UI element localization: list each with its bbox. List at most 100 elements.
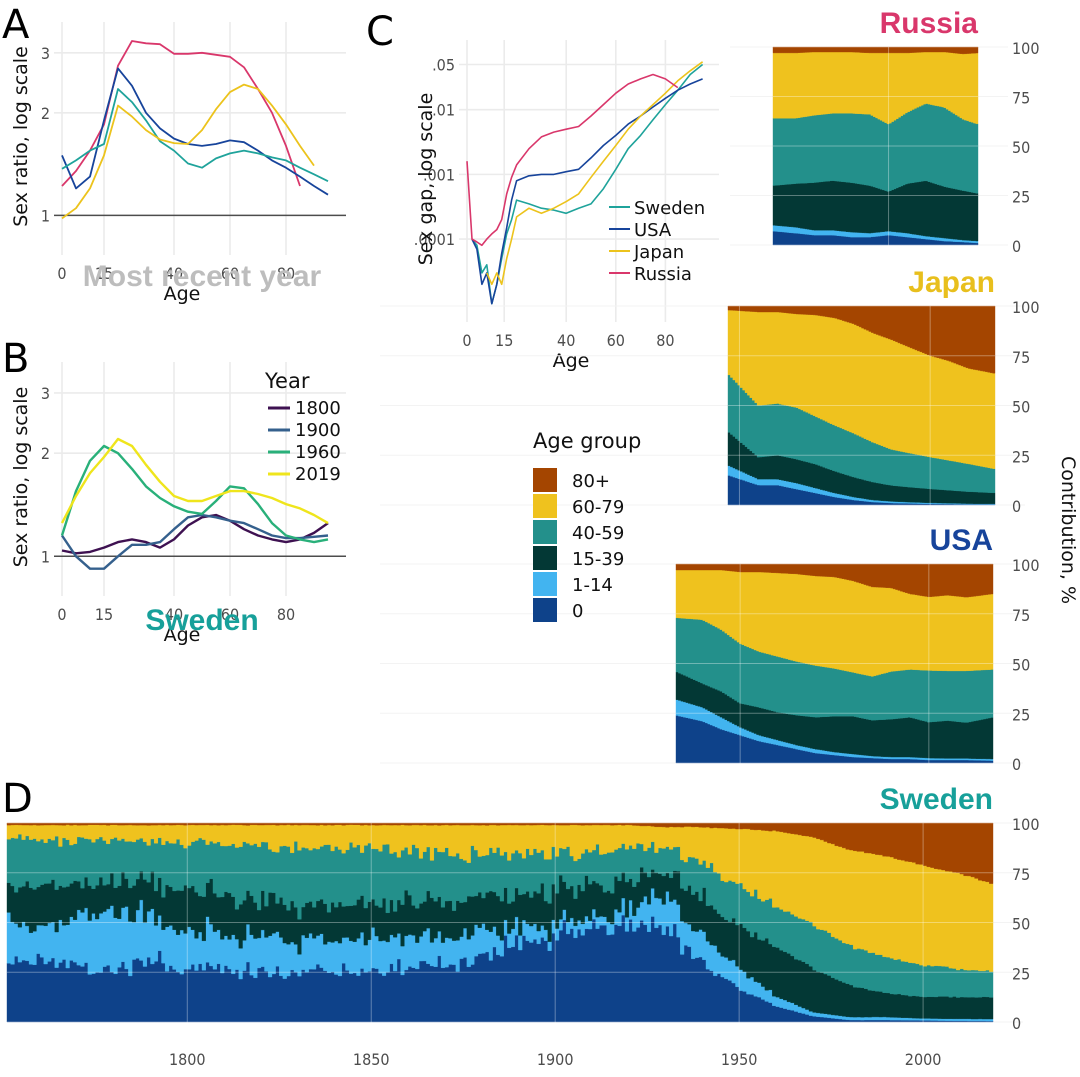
series-line-japan	[486, 61, 704, 286]
age-group-legend-swatch	[533, 598, 557, 622]
country-legend-label: Japan	[633, 242, 684, 263]
x-tick-label: 1850	[353, 1050, 390, 1069]
series-line-usa	[61, 67, 329, 196]
area-chart-title: Russia	[880, 7, 979, 40]
x-tick-label: 1950	[721, 1050, 758, 1069]
age-group-legend-title: Age group	[533, 429, 641, 453]
x-tick-label: 40	[557, 331, 575, 350]
age-group-legend-label: 0	[572, 601, 583, 622]
area-chart-title: Japan	[908, 266, 995, 299]
x-tick-label: 80	[656, 331, 674, 350]
area-chart-title: USA	[930, 524, 993, 557]
y-tick-label: 0	[1012, 237, 1021, 256]
y-tick-label: 75	[1012, 348, 1030, 367]
y-tick-label: 0	[1012, 755, 1021, 774]
series-line-japan	[61, 83, 315, 220]
y-tick-label: .001	[423, 165, 455, 184]
x-tick-label: 80	[277, 264, 295, 283]
year-legend-label: 1960	[295, 442, 341, 463]
age-group-legend-swatch	[533, 468, 557, 492]
contribution-axis-label: Contribution, %	[1057, 456, 1079, 604]
panel-b-chart: 0 15 40 60 80 1 2 3 Age Sex ratio, log scale Swede…	[10, 362, 346, 646]
year-legend-label: 1800	[295, 398, 341, 419]
age-group-legend-label: 40-59	[572, 523, 624, 544]
y-tick-label: 0	[1012, 1014, 1021, 1033]
area-band-age-80plus	[6, 822, 994, 884]
y-tick-label: 2	[41, 104, 50, 123]
age-group-legend-swatch	[533, 494, 557, 518]
y-tick-label: 1	[41, 547, 50, 566]
y-tick-label: 100	[1012, 556, 1039, 575]
x-tick-label: 60	[607, 331, 625, 350]
y-tick-label: 100	[1012, 298, 1039, 317]
y-tick-label: 75	[1012, 865, 1030, 884]
y-tick-label: 100	[1012, 815, 1039, 834]
country-legend-label: Sweden	[634, 198, 705, 219]
series-line-1800	[61, 513, 329, 555]
age-group-legend-label: 80+	[572, 471, 610, 492]
y-tick-label: 50	[1012, 915, 1030, 934]
x-tick-label: 40	[165, 605, 183, 624]
x-tick-label: 0	[57, 605, 66, 624]
y-tick-label: 3	[41, 384, 50, 403]
series-line-1900	[61, 513, 329, 570]
x-axis-label: Age	[164, 283, 201, 305]
y-tick-label: 75	[1012, 89, 1030, 108]
age-group-legend-swatch	[533, 546, 557, 570]
y-tick-label: 25	[1012, 964, 1030, 983]
usa-area-chart: 0 25 50 75 100 USA	[380, 524, 1039, 783]
area-band-age-80plus	[675, 563, 994, 598]
y-tick-label: 75	[1012, 606, 1030, 625]
series-line-2019	[60, 437, 329, 525]
year-legend-title: Year	[264, 369, 310, 393]
y-axis-label: Sex ratio, log scale	[10, 387, 32, 568]
age-group-legend-label: 15-39	[572, 549, 624, 570]
x-tick-label: 1800	[169, 1050, 206, 1069]
russia-area-chart: 0 25 50 75 100 Russia	[730, 7, 1039, 265]
area-band-age-80plus	[772, 46, 979, 55]
y-tick-label: 100	[1012, 39, 1039, 58]
x-axis-label: Age	[553, 350, 590, 372]
y-axis-label: Sex ratio, log scale	[10, 46, 32, 227]
x-tick-label: 15	[95, 264, 113, 283]
panel-label-b: B	[2, 336, 29, 382]
x-tick-label: 15	[495, 331, 513, 350]
x-tick-label: 80	[277, 605, 295, 624]
x-tick-label: 15	[95, 605, 113, 624]
x-tick-label: 0	[462, 331, 471, 350]
panel-label-d: D	[2, 776, 33, 822]
panel-a-title: Most recent year	[83, 260, 322, 293]
x-tick-label: 60	[221, 264, 239, 283]
area-band-age-80plus	[727, 305, 996, 374]
y-tick-label: 3	[41, 44, 50, 63]
x-tick-label: 40	[165, 264, 183, 283]
panel-b-title: Sweden	[145, 604, 258, 637]
series-line-sweden	[61, 88, 329, 183]
japan-area-chart: 0 25 50 75 100 Japan	[380, 266, 1039, 525]
y-tick-label: 50	[1012, 138, 1030, 157]
panel-label-c: C	[366, 9, 394, 55]
series-line-usa	[471, 78, 703, 305]
y-tick-label: .0001	[414, 230, 455, 249]
age-group-legend-label: 60-79	[572, 497, 624, 518]
y-tick-label: 50	[1012, 398, 1030, 417]
x-tick-label: 1900	[537, 1050, 574, 1069]
x-tick-label: 2000	[905, 1050, 942, 1069]
series-line-russia	[466, 73, 679, 247]
y-tick-label: 25	[1012, 447, 1030, 466]
age-group-legend-swatch	[533, 520, 557, 544]
y-tick-label: 25	[1012, 188, 1030, 207]
area-chart-title: Sweden	[880, 783, 993, 816]
panel-a-chart: 0 15 40 60 80 1 2 3 Age Sex ratio, log scale Most …	[10, 22, 346, 305]
age-group-legend-swatch	[533, 572, 557, 596]
y-tick-label: 1	[41, 206, 50, 225]
x-axis-label: Age	[164, 624, 201, 646]
x-tick-label: 0	[57, 264, 66, 283]
country-legend-label: USA	[634, 220, 672, 241]
age-group-legend-label: 1-14	[572, 575, 613, 596]
panel-label-a: A	[2, 2, 30, 48]
year-legend-label: 1900	[295, 420, 341, 441]
y-tick-label: .01	[432, 101, 455, 120]
panel-c-chart: 0 15 40 60 80 .0001 .001 .01 .05 Age Sex gap, log …	[414, 40, 719, 372]
